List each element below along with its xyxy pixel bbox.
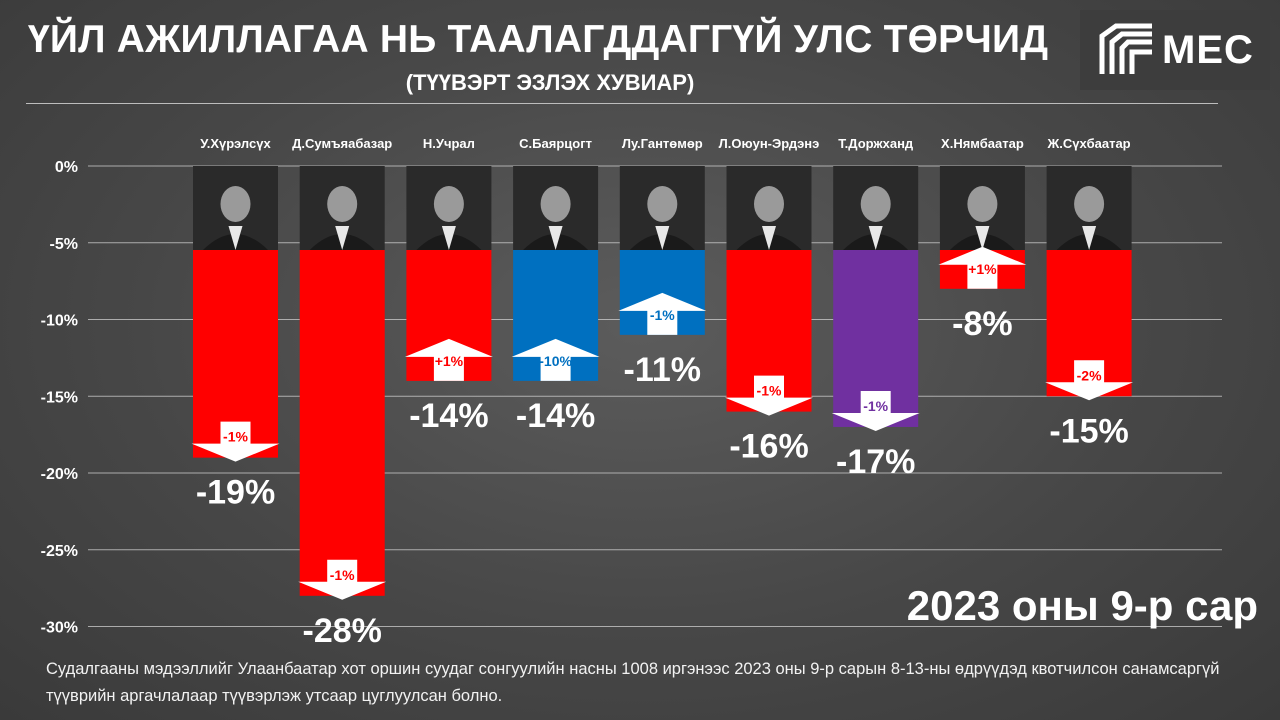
y-tick-label: 0%: [55, 159, 78, 176]
change-arrow-down-icon: [298, 559, 387, 600]
y-tick-label: -20%: [41, 466, 78, 483]
candidate-name: Н.Учрал: [423, 136, 475, 151]
portrait-head: [967, 186, 998, 222]
logo-text: MEC: [1162, 27, 1254, 72]
change-arrow-down-icon: [1045, 360, 1134, 401]
change-label: -1%: [330, 567, 355, 583]
change-arrow-down-icon: [725, 375, 813, 416]
portrait-head: [860, 186, 891, 222]
change-label: -2%: [1077, 367, 1102, 383]
change-label: -10%: [539, 353, 572, 369]
value-label: -17%: [836, 443, 915, 481]
change-arrow-up-icon: [618, 292, 707, 335]
portrait-head: [327, 186, 358, 222]
portrait-head: [540, 186, 571, 222]
mec-logo: MEC: [1080, 10, 1270, 90]
survey-period: 2023 оны 9-р сар: [906, 582, 1258, 629]
y-tick-label: -5%: [50, 236, 78, 253]
portrait-shirt: [975, 226, 990, 250]
change-label: -1%: [863, 398, 888, 414]
portrait-shirt: [548, 226, 563, 250]
y-tick-label: -15%: [41, 389, 78, 406]
change-label: +1%: [435, 353, 464, 369]
value-label: -15%: [1049, 412, 1128, 450]
change-label: +1%: [968, 261, 997, 277]
value-label: -14%: [516, 397, 595, 435]
change-label: -1%: [223, 429, 248, 445]
change-arrow-up-icon: [938, 246, 1027, 289]
candidate-name: У.Хүрэлсүх: [200, 136, 271, 151]
candidate-name: Т.Доржханд: [838, 136, 914, 151]
y-tick-label: -10%: [41, 313, 78, 330]
portrait-shirt: [441, 226, 456, 250]
portrait-head: [754, 186, 784, 222]
candidate-name: С.Баярцогт: [519, 136, 592, 151]
candidate-name: Х.Нямбаатар: [941, 136, 1024, 151]
change-arrow-down-icon: [831, 390, 920, 431]
portrait-head: [647, 186, 678, 222]
candidate-name: Лу.Гантөмөр: [622, 136, 703, 151]
candidate-name: Ж.Сүхбаатар: [1047, 136, 1131, 151]
portrait-head: [220, 186, 251, 222]
change-label: -1%: [757, 383, 782, 399]
change-arrow-down-icon: [191, 421, 280, 462]
change-label: -1%: [650, 307, 675, 323]
portrait-head: [1074, 186, 1105, 222]
value-label: -8%: [952, 305, 1012, 343]
candidate-name: Д.Сумъяабазар: [292, 136, 392, 151]
value-label: -19%: [196, 474, 275, 512]
change-arrow-up-icon: [404, 338, 493, 381]
portrait-shirt: [335, 226, 350, 250]
portrait-shirt: [655, 226, 670, 250]
y-tick-label: -30%: [41, 620, 78, 637]
value-label: -16%: [729, 428, 808, 466]
methodology-footnote: Судалгааны мэдээллийг Улаанбаатар хот ор…: [46, 660, 1220, 705]
chart-title: ҮЙЛ АЖИЛЛАГАА НЬ ТААЛАГДДАГГҮЙ УЛС ТӨРЧИ…: [28, 18, 1049, 61]
title-divider: [26, 103, 1218, 104]
value-label: -11%: [624, 351, 702, 389]
chart-subtitle: (ТҮҮВЭРТ ЭЗЛЭХ ХУВИАР): [405, 70, 695, 95]
portrait-shirt: [228, 226, 243, 250]
portrait-shirt: [1082, 226, 1097, 250]
value-label: -14%: [409, 397, 488, 435]
y-tick-label: -25%: [41, 543, 78, 560]
portrait-shirt: [868, 226, 883, 250]
portrait-shirt: [762, 226, 776, 250]
change-arrow-up-icon: [511, 338, 600, 381]
mec-logo-icon: [1099, 23, 1152, 74]
candidate-name: Л.Оюун-Эрдэнэ: [719, 136, 820, 151]
bar: [299, 250, 385, 596]
value-label: -28%: [303, 612, 382, 650]
portrait-head: [433, 186, 464, 222]
